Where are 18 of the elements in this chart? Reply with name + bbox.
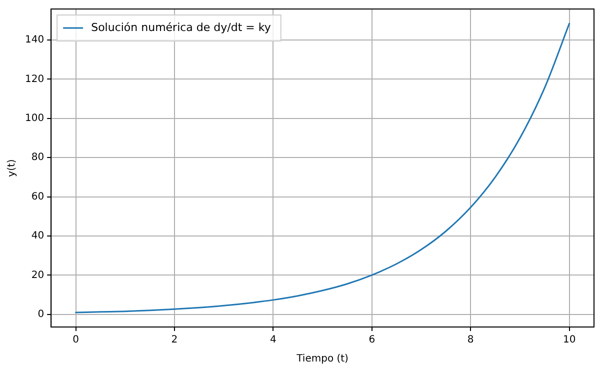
legend-label: Solución numérica de dy/dt = ky (91, 20, 272, 34)
y-tick-label: 140 (24, 34, 44, 46)
x-tick-label: 0 (72, 334, 79, 346)
x-tick-label: 10 (562, 334, 576, 346)
y-tick-label: 80 (31, 152, 44, 164)
x-tick-label: 4 (270, 334, 276, 346)
y-tick-label: 20 (31, 270, 44, 281)
y-axis-title: y(t) (6, 159, 18, 177)
x-axis-title: Tiempo (t) (296, 354, 349, 365)
y-tick-label: 40 (31, 230, 44, 242)
y-tick-label: 120 (24, 74, 44, 85)
x-tick-label: 8 (467, 334, 474, 346)
y-tick-label: 0 (38, 309, 44, 320)
y-tick-label: 100 (24, 112, 44, 124)
y-tick-label: 60 (31, 191, 44, 202)
line-series (75, 22, 570, 314)
x-tick-label: 2 (171, 334, 178, 346)
x-tick-label: 6 (368, 334, 376, 346)
